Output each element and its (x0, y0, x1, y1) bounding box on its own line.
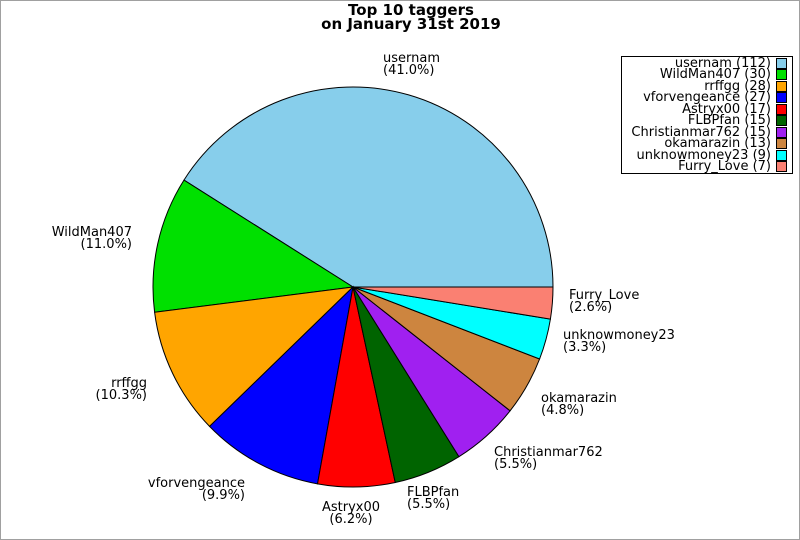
chart-title-line1: Top 10 taggers (348, 1, 474, 19)
slice-label-name: Christianmar762 (494, 445, 603, 460)
slice-label-name: unknowmoney23 (563, 328, 675, 343)
slice-label-name: okamarazin (541, 391, 617, 406)
slice-label-unknowmoney23: unknowmoney23 (3.3%) (563, 328, 675, 355)
legend-swatch (776, 92, 787, 104)
slice-label-okamarazin: okamarazin (4.8%) (541, 391, 617, 418)
legend-label: Furry_Love (7) (678, 159, 771, 175)
slice-label-usernam: usernam (41.0%) (383, 51, 440, 78)
legend-swatch (776, 69, 787, 81)
legend-item-FLBPfan: FLBPfan (15) (626, 113, 787, 129)
legend-label: rrffgg (28) (704, 78, 771, 94)
slice-label-percent: (4.8%) (541, 402, 585, 418)
pie-slice-vforvengeance (208, 285, 354, 485)
chart-title-line2: on January 31st 2019 (321, 15, 501, 33)
slice-label-percent: (10.3%) (95, 387, 147, 403)
legend-item-rrffgg: rrffgg (28) (626, 78, 787, 94)
slice-label-percent: (5.5%) (494, 456, 538, 472)
slice-label-percent: (3.3%) (563, 339, 607, 355)
legend-label: FLBPfan (15) (687, 113, 771, 129)
legend-swatch (776, 149, 787, 161)
slice-label-Astryx00: Astryx00 (6.2%) (321, 500, 381, 527)
legend-label: WildMan407 (30) (659, 67, 771, 83)
slice-label-vforvengeance: vforvengeance (9.9%) (147, 476, 245, 503)
pie-slice-WildMan407 (152, 179, 355, 313)
legend-item-Christianmar762: Christianmar762 (15) (626, 124, 787, 140)
legend-swatch (776, 115, 787, 127)
pie-slice-Furry_Love (352, 286, 554, 320)
legend-swatch (776, 138, 787, 150)
legend-item-unknowmoney23: unknowmoney23 (9) (626, 147, 787, 163)
pie-slice-usernam (183, 86, 554, 288)
legend-item-WildMan407: WildMan407 (30) (626, 67, 787, 83)
slice-label-name: vforvengeance (147, 476, 245, 491)
legend-box: usernam (112) WildMan407 (30) rrffgg (28) v… (621, 56, 793, 174)
slice-label-name: Astryx00 (321, 500, 381, 515)
slice-label-Furry_Love: Furry_Love (2.6%) (569, 288, 640, 315)
slice-label-percent: (11.0%) (80, 236, 132, 252)
legend-swatch (776, 57, 787, 69)
slice-label-percent: (2.6%) (569, 299, 613, 315)
legend-swatch (776, 161, 787, 173)
slice-label-percent: (41.0%) (383, 62, 435, 78)
slice-label-percent: (6.2%) (329, 511, 373, 527)
slice-label-name: FLBPfan (407, 485, 460, 500)
legend-item-okamarazin: okamarazin (13) (626, 136, 787, 152)
slice-label-percent: (9.9%) (201, 487, 245, 503)
legend-label: Astryx00 (17) (682, 101, 771, 117)
legend-swatch (776, 80, 787, 92)
slice-label-name: Furry_Love (569, 288, 640, 303)
slice-label-name: WildMan407 (51, 225, 132, 240)
legend-label: vforvengeance (27) (643, 90, 771, 106)
legend-swatch (776, 103, 787, 115)
slice-label-FLBPfan: FLBPfan (5.5%) (407, 485, 460, 512)
pie-slice-rrffgg (154, 286, 355, 428)
slice-label-WildMan407: WildMan407 (11.0%) (51, 225, 132, 252)
legend-item-Furry_Love: Furry_Love (7) (626, 159, 787, 175)
legend-swatch (776, 126, 787, 138)
slice-label-name: usernam (383, 51, 440, 66)
legend-item-Astryx00: Astryx00 (17) (626, 101, 787, 117)
slice-label-Christianmar762: Christianmar762 (5.5%) (494, 445, 603, 472)
slice-label-percent: (5.5%) (407, 496, 451, 512)
slice-label-name: rrffgg (111, 376, 147, 391)
chart-title: Top 10 taggers on January 31st 2019 (321, 1, 501, 33)
legend-label: usernam (112) (674, 55, 771, 71)
legend-item-usernam: usernam (112) (626, 55, 787, 71)
slice-label-rrffgg: rrffgg (10.3%) (95, 376, 147, 403)
legend-item-vforvengeance: vforvengeance (27) (626, 90, 787, 106)
legend-label: Christianmar762 (15) (631, 124, 771, 140)
legend-label: unknowmoney23 (9) (636, 147, 771, 163)
legend-label: okamarazin (13) (664, 136, 771, 152)
